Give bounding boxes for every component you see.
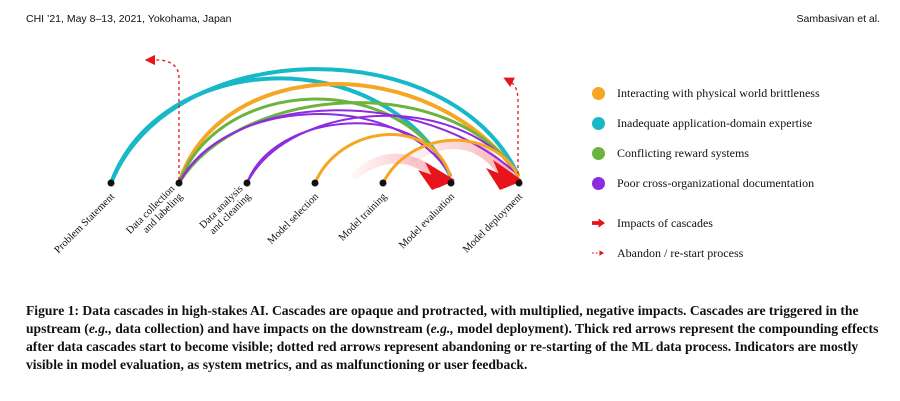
stage-node xyxy=(311,179,319,187)
stage-node xyxy=(515,179,523,187)
legend-item-documentation: Poor cross-organizational documentation xyxy=(592,168,820,198)
stage-node xyxy=(243,179,251,187)
caption-text-2: data collection) and have impacts on the… xyxy=(111,321,431,336)
cascade-diagram: Problem Statement Data collectionand labe… xyxy=(53,54,525,256)
arc-orange-2 xyxy=(313,133,452,185)
running-header-venue: CHI ’21, May 8–13, 2021, Yokohama, Japan xyxy=(26,13,232,25)
legend-dot-teal xyxy=(592,116,605,130)
legend-label: Poor cross-organizational documentation xyxy=(617,175,815,190)
stage-label: Model evaluation xyxy=(397,191,457,251)
legend-label-impacts: Impacts of cascades xyxy=(617,215,713,230)
stage-node xyxy=(447,179,455,187)
caption-eg-1: e.g., xyxy=(88,321,112,336)
caption-text-1: Cascades are opaque and protracted, with… xyxy=(26,303,859,336)
stage-node xyxy=(107,179,115,187)
legend-label-abandon: Abandon / re-start process xyxy=(617,245,744,260)
running-header-authors: Sambasivan et al. xyxy=(796,13,880,25)
caption-eg-2: e.g., xyxy=(430,321,454,336)
legend-item-reward-systems: Conflicting reward systems xyxy=(592,138,820,168)
abandon-arrow-data-collection xyxy=(144,54,180,180)
stage-node xyxy=(175,179,183,187)
stage-label: Model training xyxy=(337,191,390,244)
legend-item-impacts: Impacts of cascades xyxy=(592,208,820,238)
legend-label: Interacting with physical world brittlen… xyxy=(617,85,820,100)
legend-dot-purple xyxy=(592,176,605,190)
arc-green-2 xyxy=(177,101,520,185)
arc-teal-2 xyxy=(109,67,520,185)
legend: Interacting with physical world brittlen… xyxy=(592,78,820,268)
stage-node xyxy=(379,179,387,187)
arc-purple-4 xyxy=(246,114,519,184)
impact-arrow-deployment-2 xyxy=(486,168,520,190)
abandon-arrow-deployment xyxy=(503,77,519,180)
legend-item-physical-world: Interacting with physical world brittlen… xyxy=(592,78,820,108)
legend-dot-orange xyxy=(592,86,605,100)
stage-label: Model selection xyxy=(266,191,322,247)
stage-label: Data collectionand labeling xyxy=(124,183,185,244)
legend-label: Inadequate application-domain expertise xyxy=(617,115,813,130)
arc-green-1 xyxy=(177,97,452,185)
legend-item-abandon: Abandon / re-start process xyxy=(592,238,820,268)
legend-item-domain-expertise: Inadequate application-domain expertise xyxy=(592,108,820,138)
legend-dot-green xyxy=(592,146,605,160)
stage-label: Model deployment xyxy=(461,191,525,255)
stage-label: Problem Statement xyxy=(53,191,118,256)
caption-text-3: model deployment). Thick red arrows repr… xyxy=(26,321,879,372)
caption-label: Figure 1: Data cascades in high-stakes A… xyxy=(26,303,269,318)
arc-orange-1 xyxy=(177,82,520,185)
thick-red-arrow-icon xyxy=(592,218,605,228)
impact-glow-evaluation xyxy=(350,153,450,185)
legend-label: Conflicting reward systems xyxy=(617,145,749,160)
figure-caption: Figure 1: Data cascades in high-stakes A… xyxy=(26,302,886,374)
stage-label: Data analysisand cleaning xyxy=(198,183,254,239)
dotted-red-arrow-icon xyxy=(592,248,605,258)
arc-orange-3 xyxy=(381,138,520,185)
impact-arrow-evaluation-2 xyxy=(418,170,452,190)
